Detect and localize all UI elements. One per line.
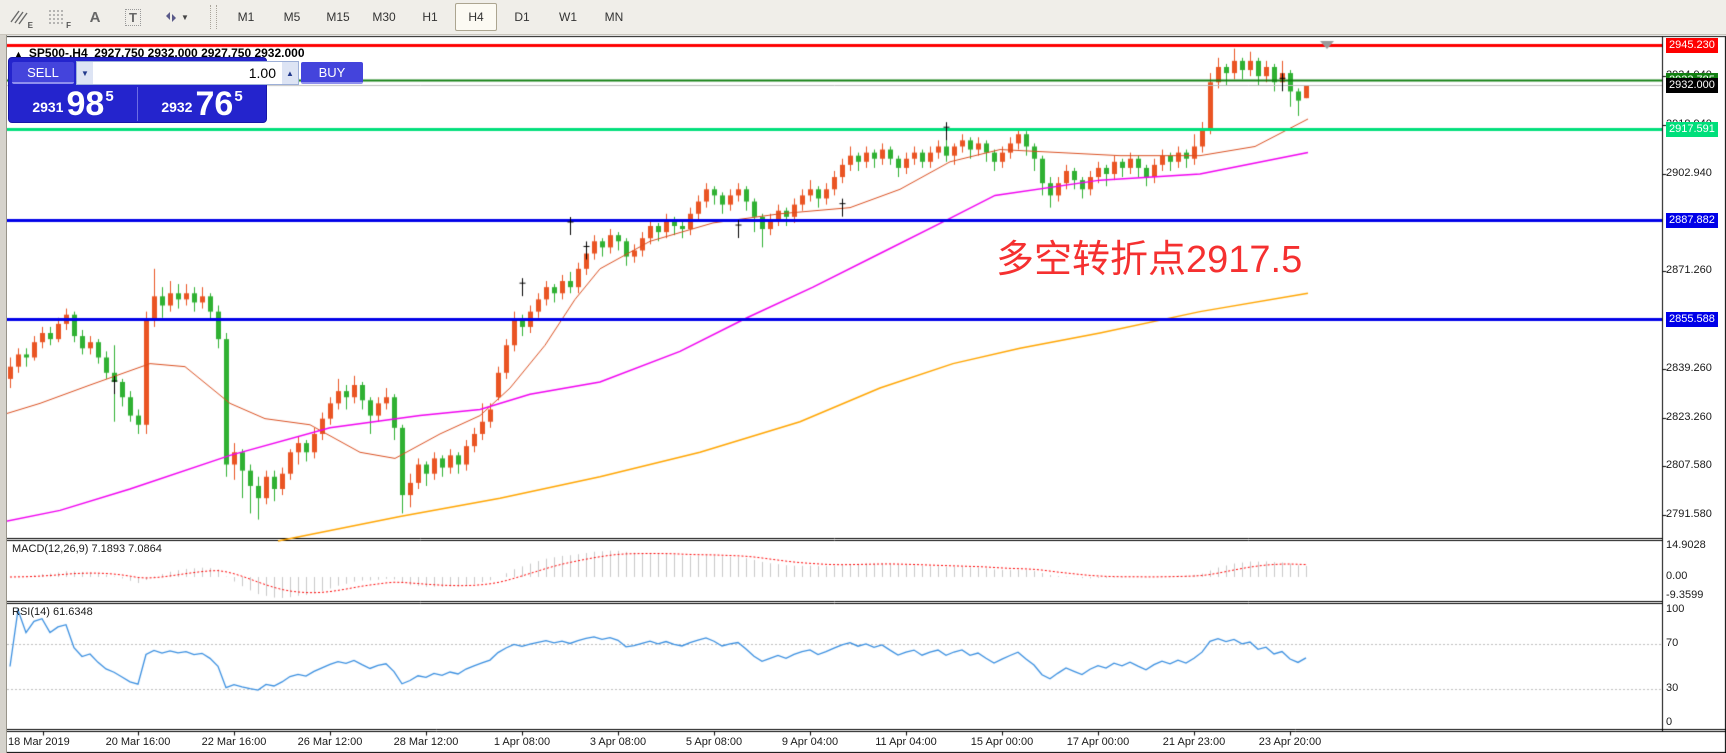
price-tick-label: 70 bbox=[1666, 636, 1679, 649]
price-tick-label: 100 bbox=[1666, 603, 1685, 615]
sell-price-sup: 5 bbox=[105, 88, 114, 105]
date-tick-label: 1 Apr 08:00 bbox=[493, 736, 551, 748]
timeframe-button-h4[interactable]: H4 bbox=[455, 3, 497, 31]
price-line-label: 2887.882 bbox=[1666, 213, 1718, 229]
rsi-label: RSI(14) 61.6348 bbox=[12, 606, 93, 618]
price-tick-label: 0.00 bbox=[1666, 570, 1688, 582]
price-tick-label: 2871.260 bbox=[1666, 264, 1712, 277]
trade-controls-row: SELL ▼ ▲ BUY bbox=[11, 60, 363, 86]
buy-price-small: 2932 bbox=[161, 99, 193, 115]
collapse-caret-icon[interactable]: ▲ bbox=[14, 49, 23, 59]
date-tick-label: 5 Apr 08:00 bbox=[685, 736, 743, 748]
date-tick-label: 20 Mar 16:00 bbox=[105, 736, 171, 748]
ohlc-values: 2927.750 2932.000 2927.750 2932.000 bbox=[94, 46, 305, 60]
price-tick-label: 14.9028 bbox=[1666, 539, 1706, 551]
price-line-label: 2917.591 bbox=[1666, 122, 1718, 138]
timeframe-button-m1[interactable]: M1 bbox=[237, 10, 255, 24]
window-left-edge bbox=[0, 34, 7, 753]
date-tick-label: 28 Mar 12:00 bbox=[393, 736, 459, 748]
arrows-tool-icon[interactable]: ▼ bbox=[153, 2, 199, 32]
date-tick-label: 22 Mar 16:00 bbox=[201, 736, 267, 748]
text-box-icon[interactable]: T bbox=[115, 2, 151, 32]
date-tick-label: 11 Apr 04:00 bbox=[875, 736, 937, 748]
date-tick-label: 17 Apr 00:00 bbox=[1066, 736, 1130, 748]
chart-toolbar: E F A T ▼ M1 M5 M15 M30 H1 H4 D1 W1 MN bbox=[0, 0, 1726, 35]
volume-stepper: ▼ ▲ bbox=[76, 61, 299, 85]
price-tick-label: 2823.260 bbox=[1666, 410, 1712, 423]
volume-input[interactable] bbox=[93, 62, 282, 84]
price-tick-label: 2807.580 bbox=[1666, 458, 1712, 471]
buy-button[interactable]: BUY bbox=[301, 62, 363, 84]
date-tick-label: 18 Mar 2019 bbox=[8, 736, 70, 748]
fibo-expansion-glyph bbox=[10, 10, 28, 25]
one-click-trading-panel: SELL ▼ ▲ BUY 2931 98 5 2932 76 5 bbox=[8, 57, 363, 123]
text-label-icon[interactable]: A bbox=[89, 8, 101, 26]
timeframe-button-w1[interactable]: W1 bbox=[559, 10, 577, 24]
price-tick-label: 2839.260 bbox=[1666, 361, 1712, 374]
price-line-label: 2945.230 bbox=[1666, 37, 1718, 53]
chart-text-annotation[interactable]: 多空转折点2917.5 bbox=[996, 239, 1303, 281]
date-tick-label: 23 Apr 20:00 bbox=[1258, 736, 1322, 748]
timeframe-button-m5[interactable]: M5 bbox=[283, 10, 301, 24]
arrows-glyph bbox=[166, 12, 177, 22]
buy-price[interactable]: 2932 76 5 bbox=[138, 87, 266, 121]
timeframe-button-m30[interactable]: M30 bbox=[372, 10, 396, 24]
timeframe-button-d1[interactable]: D1 bbox=[514, 10, 530, 24]
date-tick-label: 9 Apr 04:00 bbox=[781, 736, 839, 748]
symbol-label: SP500-,H4 bbox=[28, 46, 88, 60]
date-tick-label: 3 Apr 08:00 bbox=[589, 736, 647, 748]
timeframe-button-h1[interactable]: H1 bbox=[422, 10, 438, 24]
price-tick-label: 2791.580 bbox=[1666, 507, 1712, 520]
price-tick-label: -9.3599 bbox=[1666, 589, 1704, 601]
chevron-down-icon: ▼ bbox=[181, 12, 189, 22]
price-line-label: 2932.000 bbox=[1666, 78, 1718, 94]
date-tick-label: 26 Mar 12:00 bbox=[297, 736, 363, 748]
buy-price-sup: 5 bbox=[234, 88, 243, 105]
timeframe-buttons: M1 M5 M15 M30 H1 H4 D1 W1 MN bbox=[223, 3, 637, 31]
date-tick-label: 15 Apr 00:00 bbox=[970, 736, 1034, 748]
date-tick-label: 21 Apr 23:00 bbox=[1162, 736, 1226, 748]
price-line-label: 2855.588 bbox=[1666, 312, 1718, 327]
sell-price-small: 2931 bbox=[32, 99, 64, 115]
buy-price-big: 76 bbox=[195, 85, 234, 123]
sell-price-big: 98 bbox=[66, 85, 105, 123]
fibo-retracement-glyph bbox=[49, 10, 65, 24]
price-tick-label: 0 bbox=[1666, 716, 1673, 728]
trade-prices-row: 2931 98 5 2932 76 5 bbox=[9, 87, 266, 121]
volume-increase-button[interactable]: ▲ bbox=[282, 62, 298, 84]
sell-button[interactable]: SELL bbox=[12, 62, 74, 84]
sell-price[interactable]: 2931 98 5 bbox=[9, 87, 138, 121]
price-tick-label: 30 bbox=[1666, 682, 1679, 695]
toolbar-grip bbox=[210, 5, 217, 29]
chart-symbol-header: ▲ SP500-,H4 2927.750 2932.000 2927.750 29… bbox=[14, 46, 305, 60]
timeframe-button-mn[interactable]: MN bbox=[604, 10, 624, 24]
macd-label: MACD(12,26,9) 7.1893 7.0864 bbox=[12, 543, 162, 555]
fibo-expansion-icon[interactable]: E bbox=[1, 2, 37, 32]
price-tick-label: 2902.940 bbox=[1666, 167, 1712, 180]
timeframe-button-m15[interactable]: M15 bbox=[326, 10, 350, 24]
fibo-retracement-icon[interactable]: F bbox=[39, 2, 75, 32]
volume-decrease-button[interactable]: ▼ bbox=[77, 62, 93, 84]
